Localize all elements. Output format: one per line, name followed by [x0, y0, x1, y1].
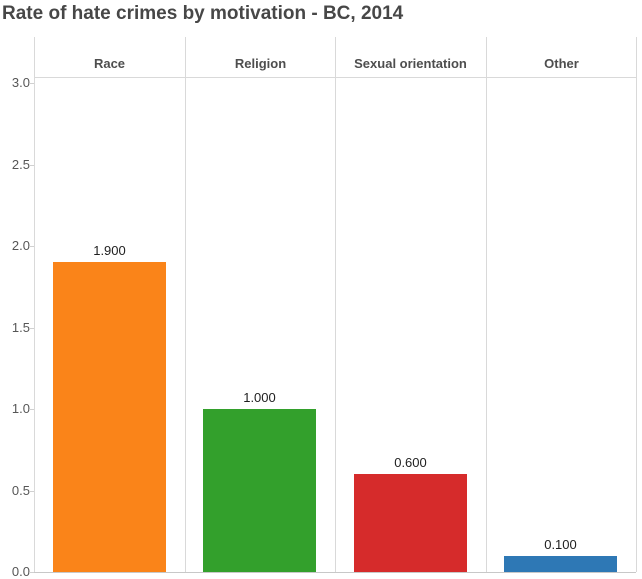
- y-tick-mark: [29, 491, 34, 492]
- y-tick-label: 3.0: [11, 75, 30, 90]
- y-tick-label: 0.5: [11, 483, 30, 498]
- y-axis-line: [34, 37, 35, 572]
- bar-sexual-orientation[interactable]: [354, 474, 467, 572]
- y-tick-mark: [29, 83, 34, 84]
- plot-top-border: [34, 77, 636, 78]
- bar-other[interactable]: [504, 556, 617, 572]
- column-header-other: Other: [544, 55, 579, 71]
- column-header-race: Race: [93, 55, 126, 71]
- bar-value-label-religion: 1.000: [243, 390, 276, 405]
- panel-divider: [335, 37, 336, 572]
- plot-right-border: [636, 37, 637, 572]
- panel-divider: [486, 37, 487, 572]
- bar-value-label-sexual-orientation: 0.600: [394, 455, 427, 470]
- y-tick-mark: [29, 165, 34, 166]
- column-header-sexual-orientation: Sexual orientation: [354, 55, 467, 71]
- y-tick-label: 1.5: [11, 320, 30, 335]
- y-tick-label: 0.0: [11, 564, 30, 579]
- y-tick-mark: [29, 246, 34, 247]
- y-tick-mark: [29, 409, 34, 410]
- column-header-religion: Religion: [234, 55, 287, 71]
- bar-value-label-other: 0.100: [544, 537, 577, 552]
- panel-divider: [185, 37, 186, 572]
- bar-religion[interactable]: [203, 409, 316, 572]
- y-tick-label: 2.5: [11, 157, 30, 172]
- chart-title: Rate of hate crimes by motivation - BC, …: [2, 3, 404, 24]
- y-tick-mark: [29, 328, 34, 329]
- x-axis-line: [34, 572, 636, 573]
- y-tick-mark: [29, 572, 34, 573]
- bar-value-label-race: 1.900: [93, 243, 126, 258]
- y-tick-label: 1.0: [11, 401, 30, 416]
- y-tick-label: 2.0: [11, 238, 30, 253]
- bar-race[interactable]: [53, 262, 166, 572]
